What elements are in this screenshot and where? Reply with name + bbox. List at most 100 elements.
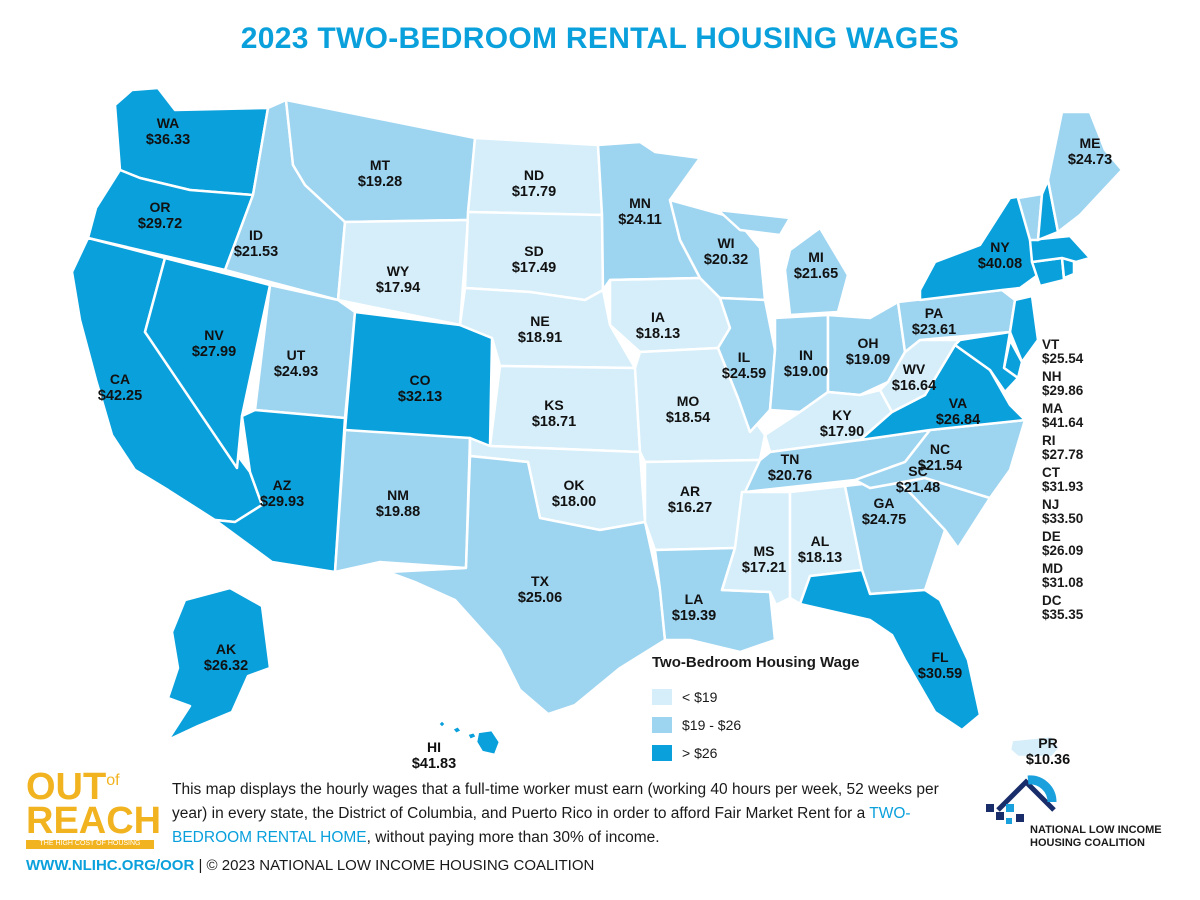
state-AK[interactable]	[166, 586, 272, 742]
legend-item-low: < $19	[652, 683, 860, 711]
state-code: NV	[204, 327, 224, 343]
state-TX[interactable]	[386, 454, 667, 716]
state-NJ[interactable]	[1008, 294, 1040, 364]
state-wage: $21.54	[918, 458, 962, 474]
northeast-wage: $26.09	[1042, 543, 1084, 559]
state-code: HI	[427, 739, 441, 755]
state-code: ND	[524, 167, 544, 183]
state-MI[interactable]	[716, 208, 850, 317]
state-label-WA: WA $36.33	[146, 115, 190, 148]
state-NE[interactable]	[458, 286, 637, 370]
nlihc-name: NATIONAL LOW INCOME HOUSING COALITION	[1030, 824, 1162, 850]
state-label-AL: AL $18.13	[798, 533, 842, 566]
legend: Two-Bedroom Housing Wage < $19 $19 - $26 >…	[652, 654, 860, 767]
state-label-MO: MO $18.54	[666, 393, 710, 426]
northeast-wage: $33.50	[1042, 511, 1084, 527]
state-wage: $19.39	[672, 608, 716, 624]
state-label-IL: IL $24.59	[722, 349, 766, 382]
state-ME[interactable]	[1046, 110, 1124, 234]
state-code: MT	[370, 157, 391, 173]
northeast-wage-list: VT $25.54 NH $29.86 MA $41.64 RI $27.78 CT $31.93…	[1042, 337, 1132, 626]
state-code: ME	[1080, 135, 1101, 151]
state-MD[interactable]	[953, 330, 1020, 394]
state-code: WA	[157, 115, 180, 131]
state-code: FL	[931, 649, 949, 665]
legend-label: > $26	[682, 745, 718, 761]
state-wage: $40.08	[978, 256, 1022, 272]
state-label-LA: LA $19.39	[672, 591, 716, 624]
state-code: AR	[680, 483, 700, 499]
state-code: WY	[387, 263, 410, 279]
state-wage: $20.32	[704, 252, 748, 268]
state-label-TN: TN $20.76	[768, 451, 812, 484]
state-label-TX: TX $25.06	[518, 573, 562, 606]
state-wage: $26.84	[936, 412, 980, 428]
state-code: AK	[216, 641, 236, 657]
state-label-OK: OK $18.00	[552, 477, 596, 510]
state-wage: $17.94	[376, 280, 420, 296]
state-wage: $10.36	[1026, 752, 1070, 768]
state-wage: $24.93	[274, 364, 318, 380]
northeast-code: DE	[1042, 529, 1061, 544]
nlihc-name-line1: NATIONAL LOW INCOME	[1030, 824, 1162, 836]
state-wage: $21.53	[234, 244, 278, 260]
state-code: MN	[629, 195, 651, 211]
northeast-wage: $29.86	[1042, 383, 1084, 399]
state-code: OK	[564, 477, 585, 493]
state-code: MI	[808, 249, 824, 265]
state-wage: $17.21	[742, 560, 786, 576]
description-highlight: TWO-BEDROOM RENTAL HOME	[172, 805, 911, 846]
state-KS[interactable]	[488, 364, 642, 454]
state-code: MS	[754, 543, 775, 559]
state-IL[interactable]	[716, 296, 777, 434]
state-wage: $29.93	[260, 494, 304, 510]
state-label-ME: ME $24.73	[1068, 135, 1112, 168]
state-wage: $23.61	[912, 322, 956, 338]
state-label-VA: VA $26.84	[936, 395, 980, 428]
page-title: 2023 TWO-BEDROOM RENTAL HOUSING WAGES	[240, 22, 960, 55]
state-code: CO	[410, 372, 431, 388]
northeast-item-VT: VT $25.54	[1042, 337, 1132, 367]
legend-item-high: > $26	[652, 739, 860, 767]
state-FL[interactable]	[798, 568, 982, 732]
legend-items: < $19 $19 - $26 > $26	[652, 683, 860, 767]
out-of-reach-logo: OUTof REACH THE HIGH COST OF HOUSING	[26, 768, 161, 849]
footer-url-link[interactable]: WWW.NLIHC.ORG/OOR	[26, 857, 195, 874]
state-wage: $26.32	[204, 658, 248, 674]
state-label-WI: WI $20.32	[704, 235, 748, 268]
northeast-wage: $27.78	[1042, 447, 1084, 463]
state-NV[interactable]	[143, 256, 272, 470]
state-code: GA	[874, 495, 895, 511]
footer: WWW.NLIHC.ORG/OOR | © 2023 NATIONAL LOW …	[26, 857, 594, 874]
state-NM[interactable]	[333, 428, 472, 574]
state-wage: $16.27	[668, 500, 712, 516]
state-label-CA: CA $42.25	[98, 371, 142, 404]
nlihc-name-line2: HOUSING COALITION	[1030, 837, 1145, 849]
state-wage: $32.13	[398, 389, 442, 405]
state-wage: $19.88	[376, 504, 420, 520]
legend-label: < $19	[682, 689, 718, 705]
state-HI[interactable]	[436, 718, 502, 757]
state-label-SC: SC $21.48	[896, 463, 940, 496]
state-PR[interactable]	[1008, 734, 1062, 759]
northeast-code: VT	[1042, 337, 1060, 352]
state-wage: $19.09	[846, 352, 890, 368]
northeast-wage: $25.54	[1042, 351, 1084, 367]
state-CO[interactable]	[343, 310, 494, 448]
state-code: KY	[832, 407, 852, 423]
state-code: NM	[387, 487, 409, 503]
state-code: LA	[685, 591, 704, 607]
state-wage: $41.83	[412, 756, 456, 772]
state-wage: $29.72	[138, 216, 182, 232]
logo-of-text: of	[106, 772, 120, 789]
state-labels: WA $36.33 OR $29.72 CA $42.25 NV $27.99 ID $21.53…	[98, 115, 1112, 772]
state-wage: $36.33	[146, 132, 190, 148]
state-code: OH	[858, 335, 879, 351]
northeast-wage: $35.35	[1042, 607, 1084, 623]
state-MA[interactable]	[1028, 234, 1092, 264]
state-label-UT: UT $24.93	[274, 347, 318, 380]
state-code: UT	[287, 347, 306, 363]
state-wage: $17.79	[512, 184, 556, 200]
northeast-code: MD	[1042, 561, 1063, 576]
state-code: IA	[651, 309, 665, 325]
